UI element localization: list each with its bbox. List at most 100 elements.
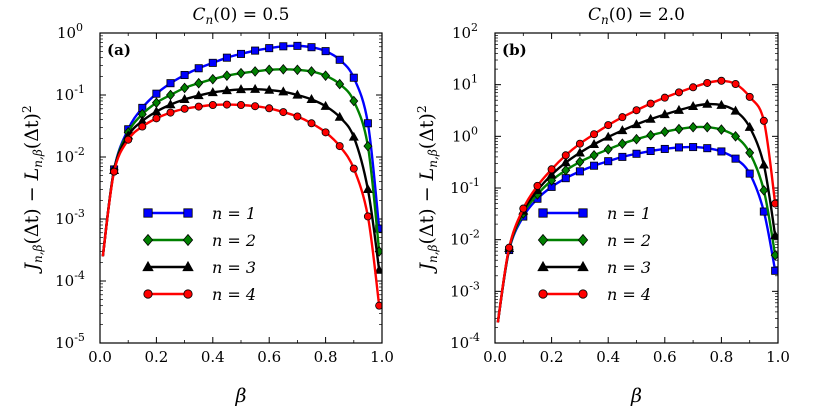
- panel-a-y-axis-label: Jn,β(Δt) − Ln,β(Δt)2: [20, 105, 45, 274]
- x-tick-label: 0.2: [144, 348, 168, 366]
- panel-b-data-point-n4: [731, 80, 740, 89]
- panel-b-data-point-n4: [632, 106, 641, 115]
- y-tick-label: 101: [452, 73, 478, 94]
- panel-a: 0.0 0.2 0.4 0.6 0.8 1.0 100 10-1 10-2 10-3 10-4 10-…: [20, 5, 394, 407]
- panel-b-data-point-n3: [589, 139, 600, 148]
- y-tick-label: 100: [452, 124, 478, 145]
- panel-a-data-point-n4: [180, 104, 189, 113]
- panel-a-data-point-n1: [222, 53, 231, 62]
- panel-b-data-point-n4: [745, 92, 754, 101]
- y-tick-label: 102: [452, 21, 478, 42]
- panel-a-data-point-n3: [221, 85, 232, 95]
- panel-a-data-point-n4: [293, 112, 302, 121]
- panel-a-data-point-n1: [180, 71, 189, 80]
- panel-b-data-point-n3: [574, 147, 585, 157]
- y-tick-label: 10-4: [450, 331, 480, 352]
- panel-b-data-point-n4: [717, 76, 726, 85]
- panel-a-data-point-n3: [250, 83, 261, 93]
- panel-a-data-point-n1: [335, 55, 344, 64]
- panel-a-data-point-n2: [278, 63, 288, 75]
- panel-a-data-point-n2: [194, 77, 204, 89]
- panel-b-data-point-n2: [745, 147, 755, 159]
- panel-b-data-point-n4: [519, 204, 528, 213]
- panel-a-data-point-n1: [293, 41, 302, 50]
- panel-b-data-point-n1: [745, 169, 754, 178]
- panel-b-data-point-n1: [604, 157, 613, 166]
- panel-b-data-point-n2: [731, 131, 741, 142]
- panel-b-data-point-n1: [646, 147, 655, 156]
- panel-a-data-point-n2: [222, 70, 232, 81]
- x-tick-label: 0.4: [596, 348, 620, 366]
- panel-b-data-point-n4: [646, 99, 655, 108]
- panel-b-data-point-n4: [618, 113, 627, 122]
- panel-a-data-point-n1: [236, 49, 245, 58]
- panel-b-label: (b): [502, 41, 527, 59]
- legend-label-n4: n = 4: [607, 285, 651, 304]
- panel-a-series-line-n2: [101, 68, 381, 257]
- panel-a-data-point-n2: [292, 64, 302, 76]
- panel-b-data-point-n1: [759, 207, 768, 216]
- x-tick-label: 0.0: [88, 348, 112, 366]
- panel-a-data-point-n3: [320, 100, 331, 110]
- legend-marker-n2: [142, 233, 154, 247]
- panel-b-data-point-n3: [659, 109, 670, 119]
- panel-b-data-point-n4: [604, 121, 613, 130]
- panel-a-data-point-n4: [321, 128, 330, 137]
- panel-b-data-point-n2: [660, 126, 670, 138]
- panel-a-data-point-n4: [208, 100, 217, 109]
- panel-a-data-point-n3: [334, 111, 345, 121]
- legend-marker-n1: [143, 208, 153, 218]
- panel-a-data-point-n1: [208, 58, 217, 67]
- x-tick-label: 0.8: [709, 348, 733, 366]
- legend-marker-n3: [182, 260, 194, 272]
- panel-b-data-point-n1: [689, 143, 698, 152]
- panel-b-axes-frame: [494, 32, 779, 344]
- legend-marker-n1: [538, 208, 548, 218]
- x-tick-label: 0.6: [257, 348, 281, 366]
- panel-a-data-point-n1: [152, 89, 161, 98]
- legend-marker-n3: [577, 260, 589, 272]
- panel-b-data-point-n4: [590, 130, 599, 139]
- panel-a-data-point-n4: [265, 104, 274, 113]
- panel-a-data-point-n1: [321, 47, 330, 56]
- panel-b-x-axis-label: β: [630, 385, 642, 407]
- panel-b-data-point-n2: [674, 123, 684, 135]
- x-tick-label: 0.4: [201, 348, 225, 366]
- x-tick-label: 0.6: [653, 348, 677, 366]
- panel-b-data-point-n3: [617, 125, 628, 135]
- panel-b-data-point-n1: [561, 174, 570, 183]
- y-tick-label: 10-3: [55, 207, 85, 228]
- panel-a-data-point-n1: [363, 119, 372, 128]
- panel-b-data-point-n1: [632, 149, 641, 158]
- panel-a-data-point-n4: [110, 167, 119, 176]
- panel-b-data-point-n1: [660, 144, 669, 153]
- y-tick-label: 10-1: [450, 176, 480, 197]
- legend-marker-n1: [183, 208, 193, 218]
- panel-a-data-point-n3: [278, 86, 289, 96]
- legend-label-n3: n = 3: [607, 258, 651, 277]
- panel-b-data-point-n3: [673, 104, 684, 114]
- panel-a-data-point-n2: [180, 82, 190, 94]
- legend-marker-n3: [537, 260, 549, 272]
- panel-b-data-point-n3: [603, 131, 614, 141]
- legend-marker-n2: [182, 233, 194, 247]
- panel-a-data-point-n4: [375, 301, 382, 310]
- legend-marker-n1: [578, 208, 588, 218]
- legend-marker-n4: [183, 289, 193, 299]
- panel-b-data-point-n3: [688, 101, 699, 111]
- panel-a-data-point-n4: [279, 108, 288, 117]
- panel-a-data-point-n4: [335, 142, 344, 151]
- x-tick-label: 0.2: [540, 348, 564, 366]
- panel-b-data-point-n4: [689, 83, 698, 92]
- legend-label-n3: n = 3: [212, 258, 256, 277]
- panel-a-data-point-n3: [179, 94, 190, 104]
- panel-a-label: (a): [107, 41, 131, 59]
- panel-a-data-point-n2: [321, 70, 331, 81]
- panel-b-data-point-n2: [688, 121, 698, 133]
- panel-a-data-point-n1: [194, 64, 203, 73]
- panel-a-data-point-n1: [166, 79, 175, 88]
- panel-b-data-point-n4: [660, 93, 669, 102]
- legend-marker-n2: [577, 233, 589, 247]
- panel-b-data-point-n2: [632, 133, 641, 145]
- y-tick-label: 10-4: [55, 269, 85, 290]
